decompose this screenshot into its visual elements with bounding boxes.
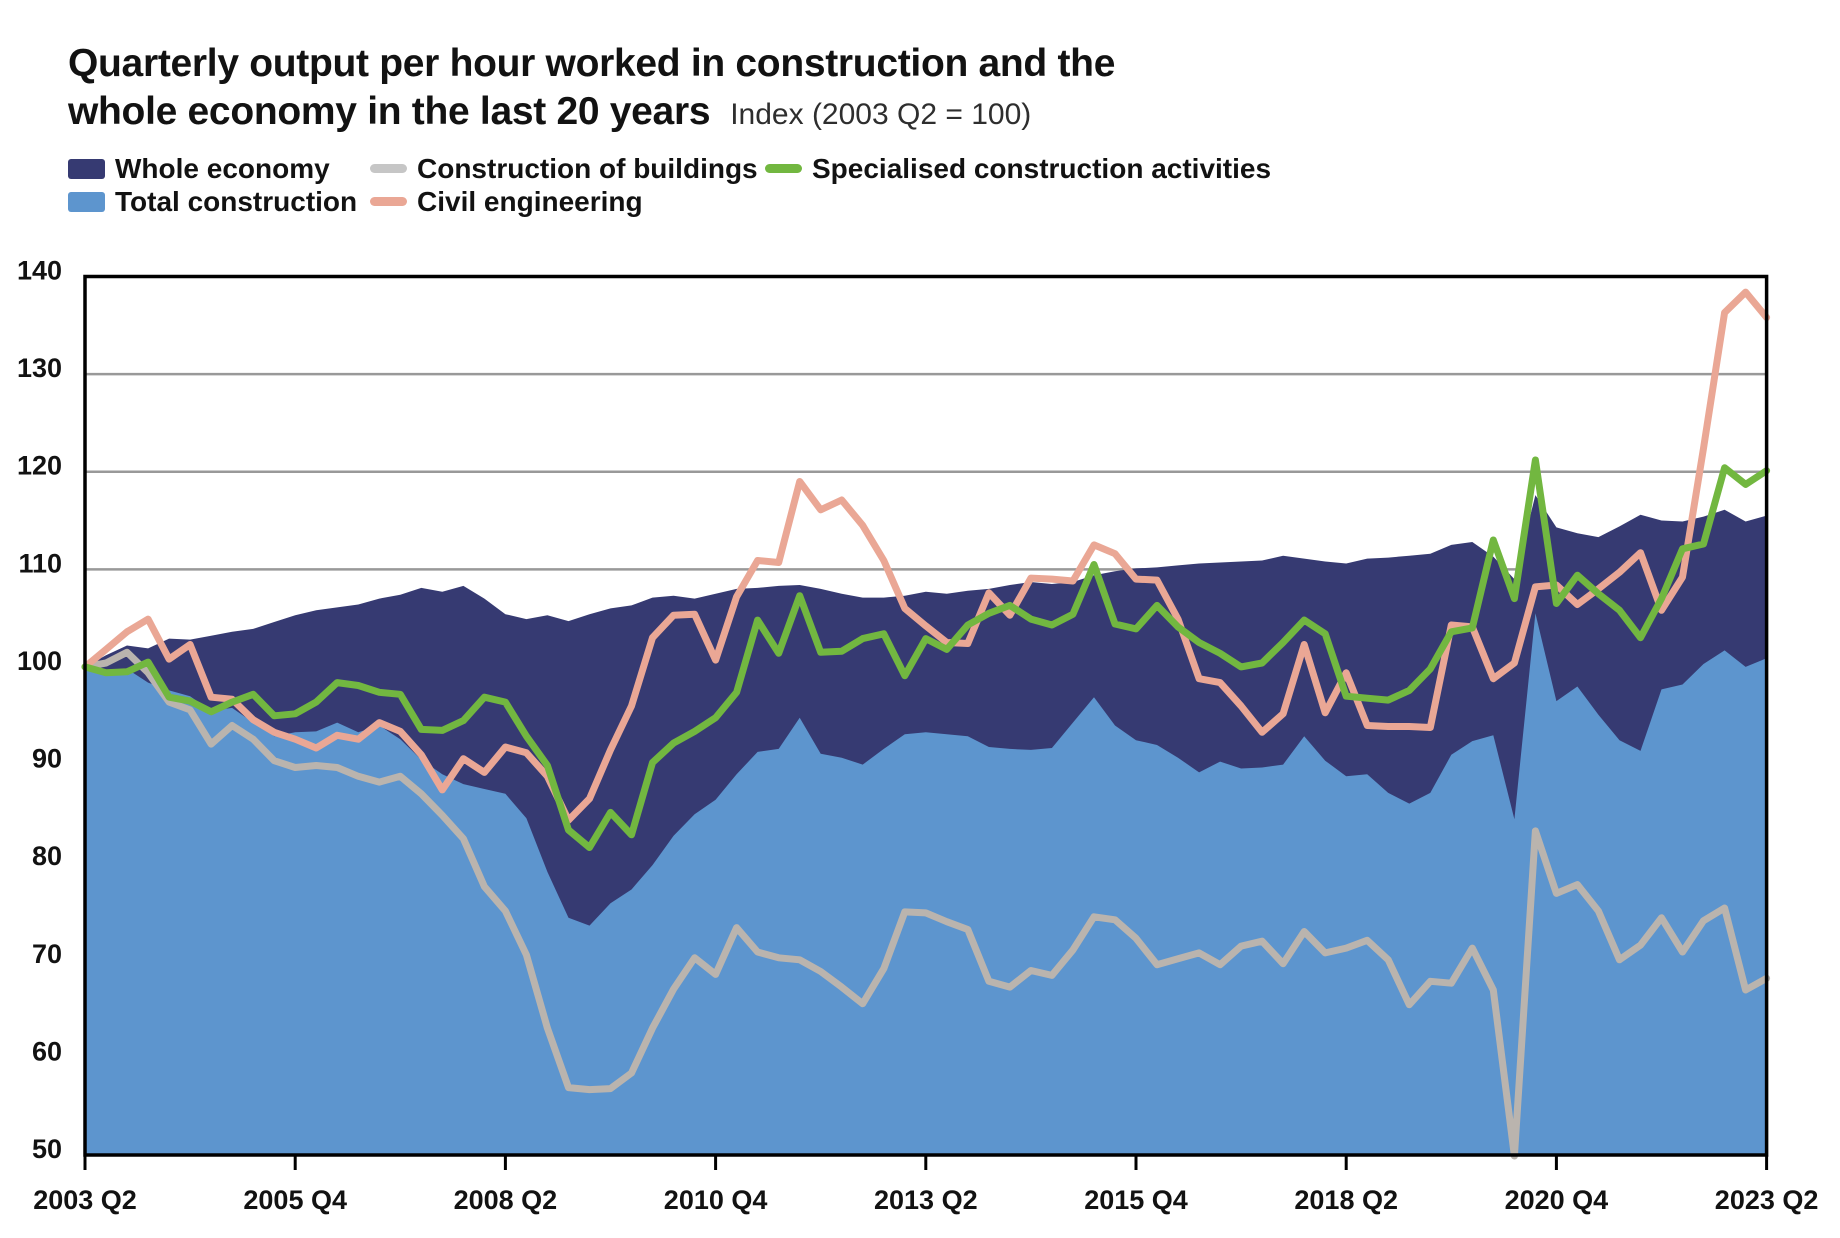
chart-subtitle: Index (2003 Q2 = 100): [730, 98, 1032, 131]
title-block: Quarterly output per hour worked in cons…: [68, 40, 1115, 144]
legend-item-whole-economy: Whole economy: [68, 153, 370, 185]
x-tick-label: 2023 Q2: [1715, 1185, 1819, 1215]
legend-item-construction-of-buildings: Construction of buildings: [370, 153, 765, 185]
x-tick-label: 2010 Q4: [664, 1185, 768, 1215]
construction-of-buildings-swatch-icon: [370, 164, 407, 173]
legend-label: Civil engineering: [417, 185, 643, 217]
x-axis: 2003 Q2 2005 Q4 2008 Q2 2010 Q4 2013 Q2 2015 …: [33, 1155, 1818, 1215]
legend-label: Specialised construction activities: [812, 152, 1272, 184]
x-tick-label: 2013 Q2: [874, 1185, 978, 1215]
legend-row-2: Total construction Civil engineering: [68, 185, 1271, 218]
series-group: [81, 288, 1771, 1160]
title-row2: whole economy in the last 20 years Index …: [68, 88, 1115, 144]
y-tick-label: 110: [18, 548, 62, 578]
x-tick-label: 2018 Q2: [1294, 1185, 1398, 1215]
legend-item-civil-engineering: Civil engineering: [370, 186, 765, 218]
legend-label: Total construction: [115, 185, 358, 217]
page-title-line2: whole economy in the last 20 years: [68, 90, 711, 133]
y-tick-label: 130: [17, 353, 62, 383]
x-tick-label: 2015 Q4: [1084, 1185, 1188, 1215]
legend-item-total-construction: Total construction: [68, 186, 370, 218]
y-tick-label: 90: [32, 744, 62, 774]
specialised-swatch-icon: [765, 164, 802, 173]
y-axis: 50 60 70 80 90 100 110 120 130 140: [17, 256, 62, 1165]
y-tick-label: 100: [17, 646, 62, 676]
legend-item-specialised: Specialised construction activities: [765, 153, 1271, 185]
y-tick-label: 70: [32, 939, 62, 969]
legend-label: Whole economy: [115, 152, 330, 184]
legend-label: Construction of buildings: [417, 152, 758, 184]
series-line-specialised-construction-activities: [81, 456, 1771, 851]
x-tick-label: 2003 Q2: [33, 1185, 137, 1215]
y-tick-label: 50: [32, 1134, 62, 1164]
series-line-civil-engineering: [81, 288, 1771, 824]
legend: Whole economy Construction of buildings …: [68, 152, 1271, 218]
y-tick-label: 140: [17, 256, 62, 286]
series-line-construction-of-buildings: [81, 648, 1771, 1160]
series-area-total-construction: [85, 613, 1767, 1155]
total-construction-swatch-icon: [68, 191, 105, 212]
y-tick-label: 80: [32, 841, 62, 871]
whole-economy-swatch-icon: [68, 158, 105, 179]
page-title-line1: Quarterly output per hour worked in cons…: [68, 42, 1116, 85]
y-tick-label: 120: [17, 451, 62, 481]
y-tick-label: 60: [32, 1036, 62, 1066]
legend-row-1: Whole economy Construction of buildings …: [68, 152, 1271, 185]
x-tick-label: 2008 Q2: [454, 1185, 558, 1215]
x-tick-label: 2020 Q4: [1505, 1185, 1609, 1215]
x-tick-label: 2005 Q4: [243, 1185, 347, 1215]
civil-engineering-swatch-icon: [370, 197, 407, 206]
